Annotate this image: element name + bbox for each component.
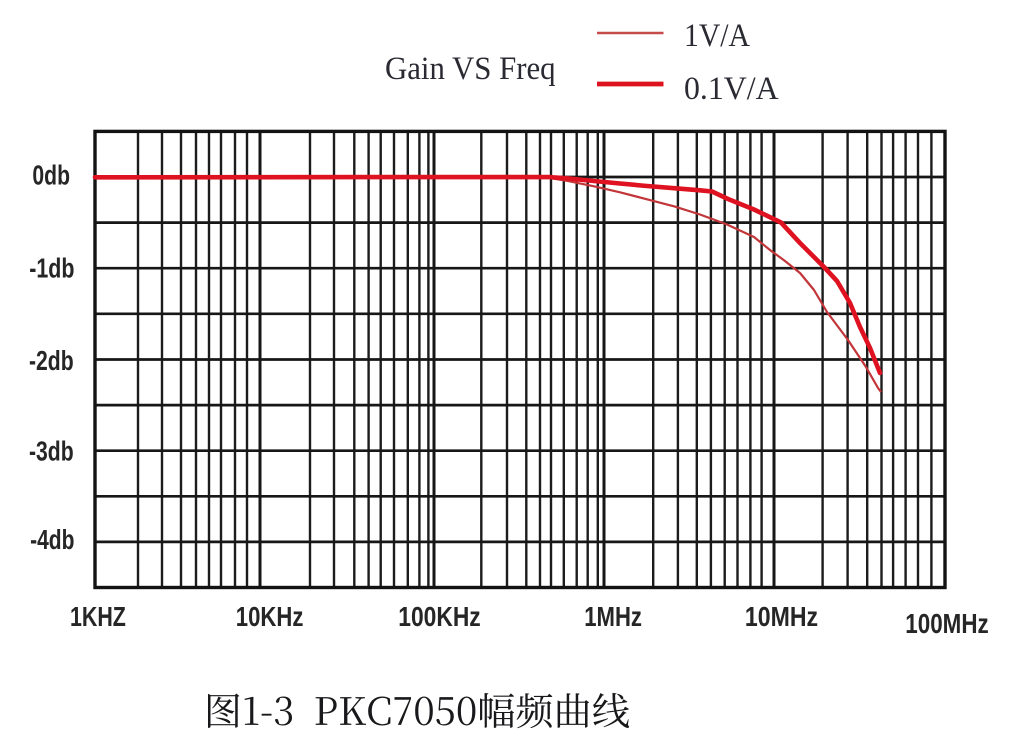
- svg-text:0.1V/A: 0.1V/A: [684, 71, 779, 108]
- svg-text:1MHz: 1MHz: [584, 602, 642, 633]
- svg-text:1V/A: 1V/A: [684, 17, 750, 54]
- svg-text:10KHz: 10KHz: [236, 602, 304, 633]
- svg-text:10MHz: 10MHz: [745, 602, 818, 633]
- svg-text:1KHZ: 1KHZ: [70, 601, 126, 632]
- svg-text:100MHz: 100MHz: [905, 609, 988, 640]
- svg-text:-3db: -3db: [29, 437, 74, 467]
- svg-text:-4db: -4db: [30, 525, 74, 556]
- svg-text:100KHz: 100KHz: [398, 602, 480, 633]
- svg-text:Gain VS Freq: Gain VS Freq: [385, 50, 556, 86]
- svg-text:-1db: -1db: [29, 253, 74, 284]
- svg-text:0db: 0db: [32, 161, 70, 191]
- svg-text:-2db: -2db: [29, 346, 74, 376]
